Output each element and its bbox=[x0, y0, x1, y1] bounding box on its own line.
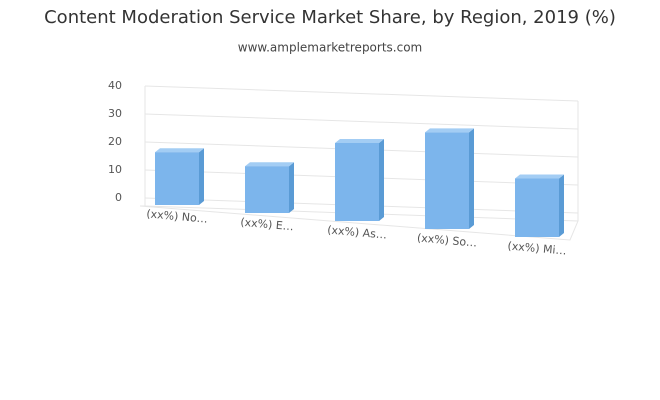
bar bbox=[155, 148, 204, 205]
bar-front bbox=[245, 166, 289, 213]
grid-line bbox=[144, 113, 579, 130]
bar-top bbox=[335, 139, 384, 143]
x-tick-label: (xx%) Mi… bbox=[507, 239, 567, 257]
bar-top bbox=[245, 162, 294, 167]
bar bbox=[425, 128, 474, 229]
bar-side bbox=[199, 148, 204, 205]
x-tick-label: (xx%) As… bbox=[327, 223, 388, 241]
y-tick-label: 30 bbox=[108, 107, 122, 120]
y-tick-label: 40 bbox=[108, 79, 122, 92]
bar-top bbox=[425, 128, 474, 133]
bar-side bbox=[289, 162, 294, 213]
grid-line bbox=[144, 85, 579, 102]
bar-front bbox=[335, 143, 379, 221]
bar-top bbox=[155, 148, 204, 153]
bar-front bbox=[425, 132, 469, 229]
bar-side bbox=[559, 174, 564, 237]
bar bbox=[245, 162, 294, 213]
bar-side bbox=[379, 139, 384, 221]
bar bbox=[335, 139, 384, 221]
bar bbox=[515, 174, 564, 237]
y-tick-label: 10 bbox=[108, 163, 122, 176]
chart-subtitle: www.amplemarketreports.com bbox=[238, 41, 422, 55]
x-tick-label: (xx%) So… bbox=[416, 231, 477, 249]
chart-title: Content Moderation Service Market Share,… bbox=[44, 7, 616, 28]
y-tick-label: 20 bbox=[108, 135, 122, 148]
bar-side bbox=[469, 128, 474, 229]
bar-front bbox=[155, 152, 199, 205]
x-tick-label: (xx%) E… bbox=[240, 216, 294, 234]
bar-front bbox=[515, 178, 559, 237]
y-tick-label: 0 bbox=[115, 191, 122, 204]
bar-top bbox=[515, 174, 564, 179]
x-tick-label: (xx%) No… bbox=[146, 207, 208, 225]
